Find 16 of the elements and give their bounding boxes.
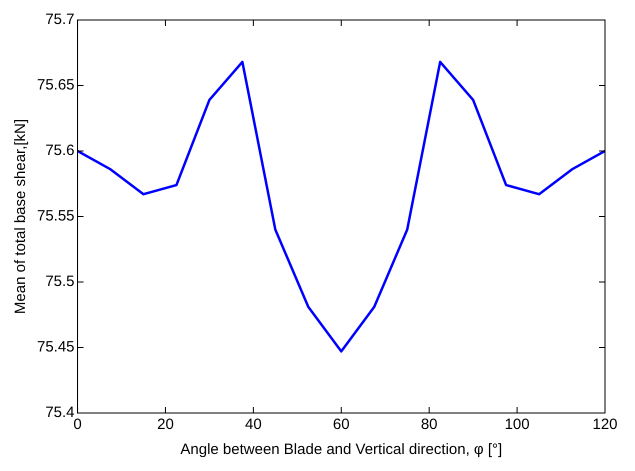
x-tick-label: 60 bbox=[332, 416, 350, 434]
y-tick-label: 75.7 bbox=[45, 11, 75, 28]
x-tick-label: 80 bbox=[420, 416, 438, 434]
y-tick-label: 75.5 bbox=[45, 273, 75, 290]
y-axis-title: Mean of total base shear,[kN] bbox=[12, 118, 30, 314]
y-tick-label: 75.65 bbox=[36, 76, 75, 94]
x-tick-label: 40 bbox=[245, 416, 262, 434]
y-tick-label: 75.6 bbox=[45, 142, 75, 160]
y-tick-label: 75.55 bbox=[36, 208, 75, 225]
y-tick-label: 75.45 bbox=[36, 338, 75, 356]
x-axis-title: Angle between Blade and Vertical direction, φ [°] bbox=[180, 441, 502, 458]
x-tick-label: 0 bbox=[73, 416, 82, 434]
y-tick-label: 75.4 bbox=[45, 404, 75, 422]
x-tick-label: 120 bbox=[592, 416, 618, 434]
x-tick-label: 20 bbox=[157, 416, 174, 434]
x-tick-label: 100 bbox=[504, 416, 530, 434]
